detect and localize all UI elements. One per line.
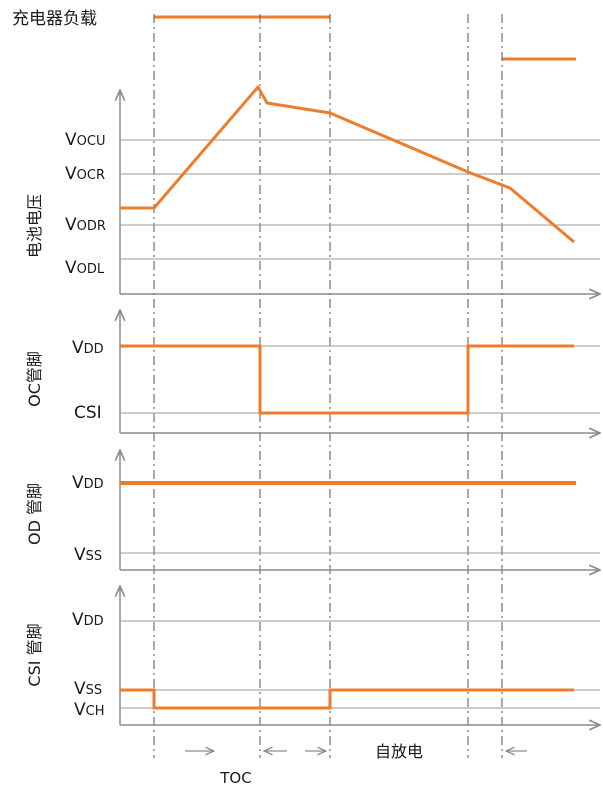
od-pin-panel: VDD VSS OD 管脚 [25, 450, 600, 570]
oc-label-vdd: VDD [72, 338, 104, 358]
csi-pin-panel: VDD VSS VCH CSI 管脚 [25, 586, 600, 725]
timing-markers [153, 14, 503, 758]
csi-label-vdd: VDD [72, 610, 104, 630]
oc-panel-ylabel: OC管脚 [25, 351, 44, 407]
battery-panel-ylabel: 电池电压 [25, 194, 44, 258]
od-label-vdd: VDD [72, 473, 104, 493]
label-vodr: VODR [65, 215, 106, 235]
csi-panel-ylabel: CSI 管脚 [25, 623, 44, 686]
oc-pin-signal [120, 344, 574, 415]
oc-label-csi: CSI [74, 403, 102, 423]
oc-pin-panel: VDD CSI OC管脚 [25, 310, 600, 433]
od-panel-ylabel: OD 管脚 [25, 483, 44, 545]
csi-pin-signal [120, 688, 574, 710]
label-vocr: VOCR [65, 164, 105, 184]
csi-label-vch: VCH [74, 700, 105, 720]
label-vodl: VODL [65, 258, 105, 278]
charger-load-label: 充电器负载 [12, 9, 97, 29]
toc-label: TOC [219, 769, 251, 787]
battery-voltage-panel: VOCU VOCR VODR VODL 电池电压 [25, 85, 600, 294]
battery-voltage-curve [120, 85, 575, 244]
csi-label-vss: VSS [74, 679, 102, 699]
od-label-vss: VSS [74, 545, 102, 565]
label-vocu: VOCU [65, 130, 105, 150]
self-discharge-label: 自放电 [375, 742, 423, 761]
